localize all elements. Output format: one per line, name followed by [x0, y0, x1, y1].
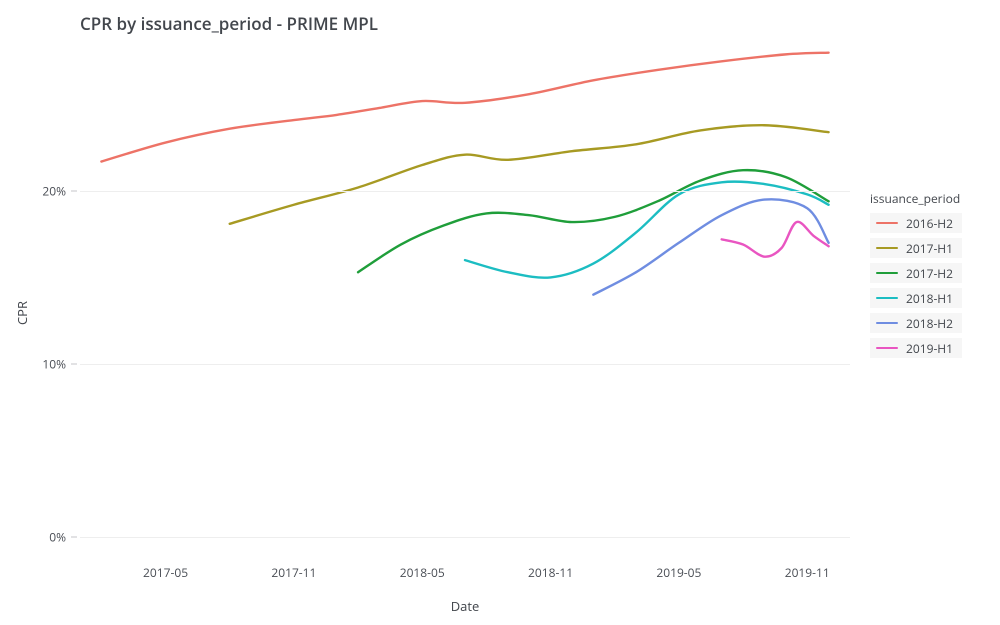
- chart-container: CPR by issuance_period - PRIME MPL CPR 0…: [0, 0, 1000, 625]
- legend-swatch: [876, 297, 898, 299]
- x-tick-label: 2019-05: [656, 564, 701, 581]
- series-line-2018-H1[interactable]: [465, 182, 829, 278]
- legend-label: 2018-H2: [906, 315, 953, 332]
- legend-title: issuance_period: [870, 190, 962, 207]
- legend-item-2018-H2[interactable]: 2018-H2: [870, 313, 962, 333]
- legend-label: 2017-H1: [906, 240, 953, 257]
- legend-swatch: [876, 222, 898, 224]
- legend-swatch: [876, 322, 898, 324]
- legend-item-2018-H1[interactable]: 2018-H1: [870, 288, 962, 308]
- y-tick-label: 10%: [42, 355, 66, 372]
- legend-swatch: [876, 347, 898, 349]
- y-tick-mark: [71, 190, 77, 191]
- y-tick-label: 0%: [49, 528, 66, 545]
- legend-item-2019-H1[interactable]: 2019-H1: [870, 338, 962, 358]
- legend-swatch: [876, 272, 898, 274]
- y-gridline: [80, 191, 850, 192]
- legend[interactable]: issuance_period 2016-H2 2017-H1 2017-H2 201…: [870, 190, 962, 363]
- series-line-2017-H1[interactable]: [230, 125, 829, 224]
- legend-label: 2019-H1: [906, 340, 953, 357]
- legend-item-2017-H1[interactable]: 2017-H1: [870, 238, 962, 258]
- series-line-2016-H2[interactable]: [101, 53, 828, 162]
- y-gridline: [80, 537, 850, 538]
- x-tick-label: 2019-11: [785, 564, 830, 581]
- chart-lines-svg: [80, 44, 850, 554]
- legend-item-2017-H2[interactable]: 2017-H2: [870, 263, 962, 283]
- legend-label: 2018-H1: [906, 290, 953, 307]
- x-tick-label: 2017-11: [271, 564, 316, 581]
- series-line-2017-H2[interactable]: [358, 170, 829, 272]
- x-tick-label: 2018-11: [528, 564, 573, 581]
- y-tick-mark: [71, 363, 77, 364]
- y-tick-label: 20%: [42, 182, 66, 199]
- legend-item-2016-H2[interactable]: 2016-H2: [870, 213, 962, 233]
- y-gridline: [80, 364, 850, 365]
- legend-label: 2016-H2: [906, 215, 953, 232]
- plot-area[interactable]: 0%10%20%2017-052017-112018-052018-112019…: [80, 44, 850, 554]
- legend-label: 2017-H2: [906, 265, 953, 282]
- legend-swatch: [876, 247, 898, 249]
- chart-title: CPR by issuance_period - PRIME MPL: [80, 12, 378, 35]
- y-axis-title: CPR: [13, 300, 31, 324]
- y-tick-mark: [71, 536, 77, 537]
- x-tick-label: 2017-05: [143, 564, 188, 581]
- x-axis-title: Date: [451, 597, 480, 615]
- series-line-2019-H1[interactable]: [722, 222, 829, 257]
- x-tick-label: 2018-05: [400, 564, 445, 581]
